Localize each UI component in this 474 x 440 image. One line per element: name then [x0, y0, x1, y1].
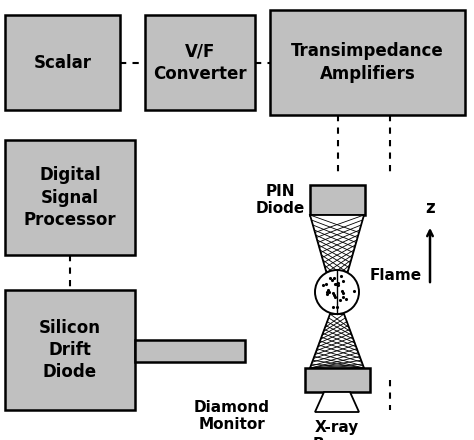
Text: Diamond
Monitor: Diamond Monitor — [194, 400, 270, 433]
Text: z: z — [425, 199, 435, 217]
Text: Transimpedance
Amplifiers: Transimpedance Amplifiers — [291, 42, 444, 83]
Text: Flame: Flame — [370, 268, 422, 282]
Text: PIN
Diode: PIN Diode — [256, 184, 305, 216]
Bar — [305, 368, 370, 392]
Text: Silicon
Drift
Diode: Silicon Drift Diode — [39, 319, 101, 381]
Bar — [5, 140, 135, 255]
Text: X-ray
Beam: X-ray Beam — [313, 420, 361, 440]
Polygon shape — [310, 215, 364, 285]
Bar — [5, 15, 120, 110]
Text: Digital
Signal
Processor: Digital Signal Processor — [24, 166, 116, 229]
Bar — [145, 15, 255, 110]
Bar — [5, 290, 135, 410]
Bar — [135, 340, 245, 362]
Text: V/F
Converter: V/F Converter — [153, 42, 247, 83]
Polygon shape — [310, 314, 364, 368]
Bar — [270, 10, 465, 115]
Text: Scalar: Scalar — [34, 54, 91, 72]
Circle shape — [315, 270, 359, 314]
Bar — [310, 185, 365, 215]
Polygon shape — [315, 392, 359, 412]
